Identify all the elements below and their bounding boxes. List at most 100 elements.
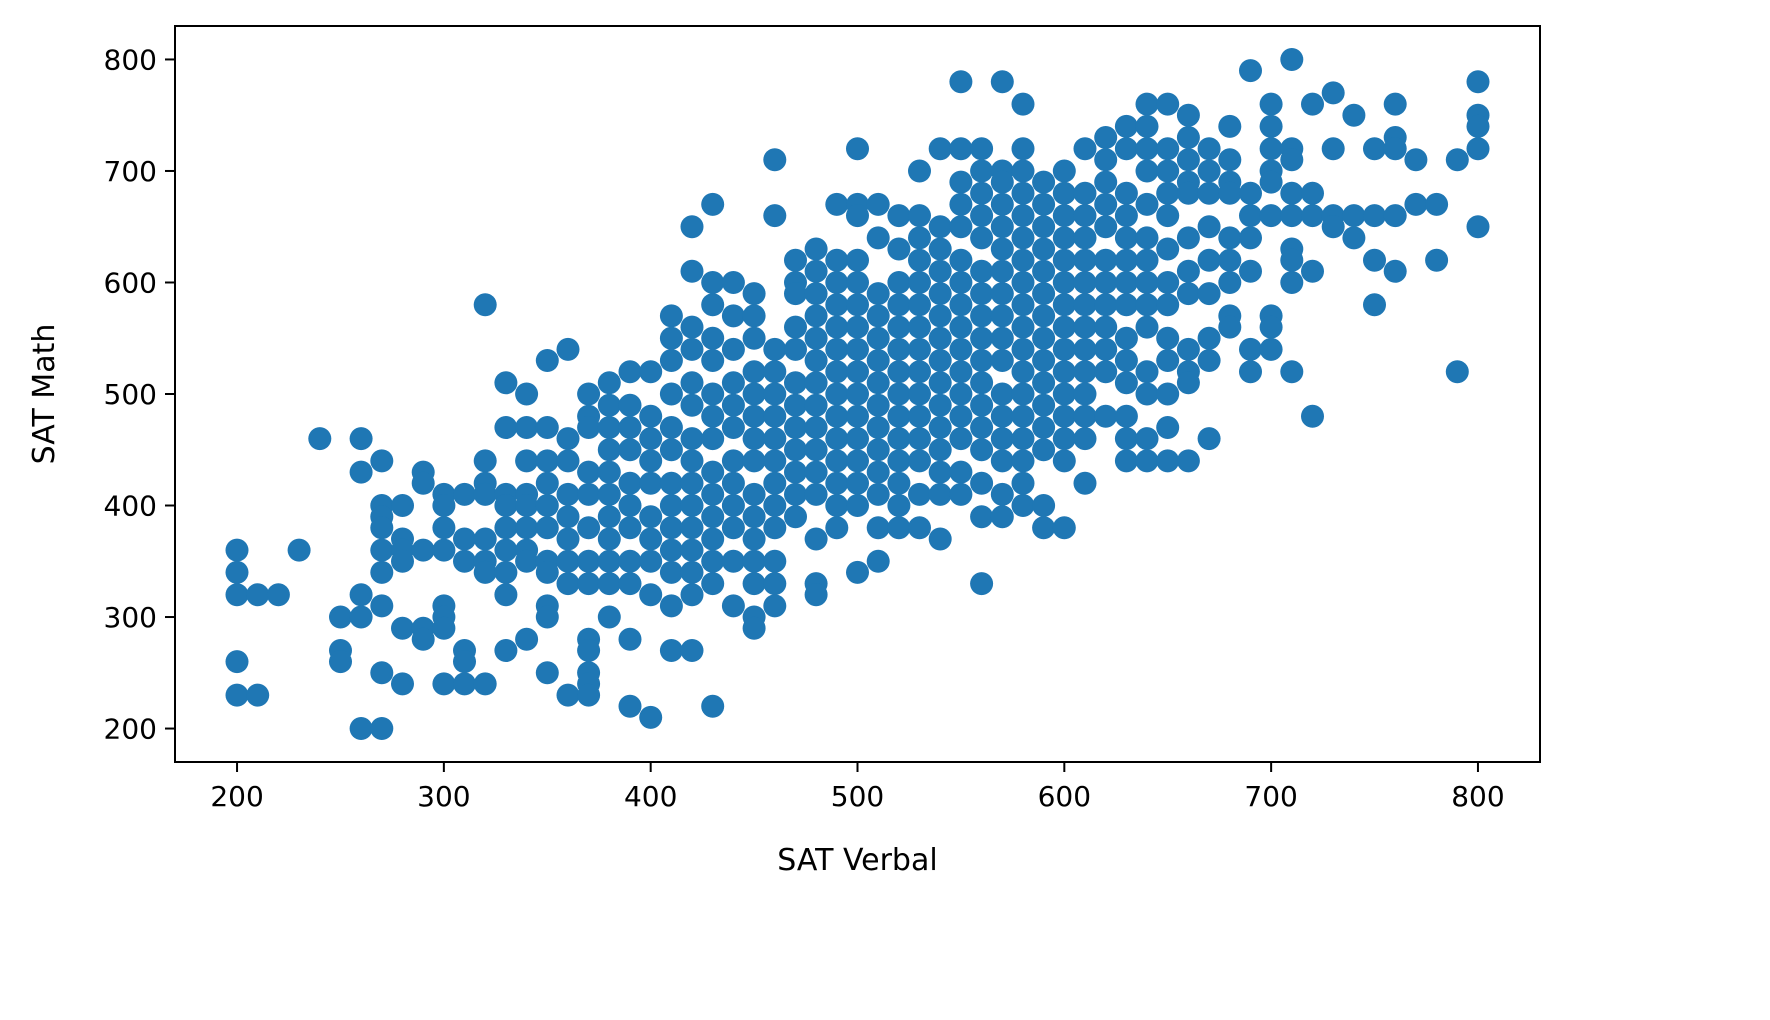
data-point xyxy=(1218,271,1242,294)
data-point xyxy=(1156,181,1180,205)
data-point xyxy=(1032,259,1056,283)
data-point xyxy=(721,516,745,540)
data-point xyxy=(1114,204,1138,228)
data-point xyxy=(1197,137,1221,161)
data-point xyxy=(1094,148,1118,172)
data-point xyxy=(473,449,497,473)
data-point xyxy=(804,416,828,439)
data-point xyxy=(1280,48,1304,71)
data-point xyxy=(721,304,745,328)
data-point xyxy=(556,572,580,596)
data-point xyxy=(535,471,559,495)
data-point xyxy=(391,549,414,573)
data-point xyxy=(1073,427,1097,451)
data-point xyxy=(887,271,911,294)
data-point xyxy=(763,494,787,517)
data-point xyxy=(1135,114,1159,138)
data-point xyxy=(494,583,518,607)
data-point xyxy=(1011,181,1035,205)
data-point xyxy=(701,460,725,484)
data-point xyxy=(990,505,1014,529)
data-point xyxy=(1363,137,1386,161)
data-point xyxy=(391,672,414,696)
y-tick-label: 700 xyxy=(104,155,157,188)
data-point xyxy=(701,192,725,216)
data-point xyxy=(928,215,952,239)
data-point xyxy=(1259,337,1283,361)
data-point xyxy=(1425,192,1449,216)
data-point xyxy=(970,393,994,417)
data-point xyxy=(887,471,911,495)
x-tick-label: 700 xyxy=(1244,780,1297,813)
data-point xyxy=(432,516,456,540)
data-point xyxy=(1445,360,1469,384)
data-point xyxy=(949,170,973,194)
data-point xyxy=(1156,449,1180,473)
data-point xyxy=(391,616,414,640)
data-point xyxy=(949,315,973,339)
y-tick-label: 800 xyxy=(104,43,157,76)
data-point xyxy=(990,215,1014,239)
data-point xyxy=(1073,271,1097,294)
y-tick-label: 600 xyxy=(104,266,157,299)
data-point xyxy=(825,337,849,361)
data-point xyxy=(1094,404,1118,428)
data-point xyxy=(1342,103,1366,127)
data-point xyxy=(949,137,973,161)
data-point xyxy=(970,326,994,350)
data-point xyxy=(659,594,683,618)
x-axis-label: SAT Verbal xyxy=(777,843,937,878)
data-point xyxy=(577,382,601,406)
data-point xyxy=(411,471,435,495)
data-point xyxy=(1135,449,1159,473)
data-point xyxy=(990,382,1014,406)
data-point xyxy=(1073,248,1097,272)
data-point xyxy=(1259,114,1283,138)
data-point xyxy=(908,404,931,428)
data-point xyxy=(1094,215,1118,239)
data-point xyxy=(928,326,952,350)
data-point xyxy=(1114,349,1138,372)
data-point xyxy=(1032,237,1056,261)
data-point xyxy=(1280,248,1304,272)
data-point xyxy=(1073,293,1097,317)
data-point xyxy=(1280,181,1304,205)
data-point xyxy=(804,460,828,484)
data-point xyxy=(473,293,497,317)
data-point xyxy=(701,572,725,596)
data-point xyxy=(825,360,849,384)
data-point xyxy=(1301,404,1324,428)
data-point xyxy=(701,482,725,506)
data-point xyxy=(618,360,642,384)
data-point xyxy=(1052,337,1076,361)
data-point xyxy=(1094,170,1118,194)
data-point xyxy=(1176,181,1200,205)
data-point xyxy=(887,293,911,317)
data-point xyxy=(949,271,973,294)
data-point xyxy=(1197,326,1221,350)
data-point xyxy=(763,449,787,473)
data-point xyxy=(1135,159,1159,183)
data-point xyxy=(1176,449,1200,473)
data-point xyxy=(949,427,973,451)
data-point xyxy=(846,293,869,317)
data-point xyxy=(887,427,911,451)
data-point xyxy=(597,482,621,506)
data-point xyxy=(887,337,911,361)
data-point xyxy=(618,393,642,417)
data-point xyxy=(908,271,931,294)
data-point xyxy=(1032,393,1056,417)
data-point xyxy=(1073,337,1097,361)
data-point xyxy=(1239,204,1262,228)
data-point xyxy=(1073,315,1097,339)
data-point xyxy=(742,505,766,529)
data-point xyxy=(908,226,931,250)
data-point xyxy=(1114,449,1138,473)
data-point xyxy=(804,282,828,306)
data-point xyxy=(1156,237,1180,261)
data-point xyxy=(1114,326,1138,350)
data-point xyxy=(701,549,725,573)
data-point xyxy=(701,527,725,551)
data-point xyxy=(866,516,890,540)
